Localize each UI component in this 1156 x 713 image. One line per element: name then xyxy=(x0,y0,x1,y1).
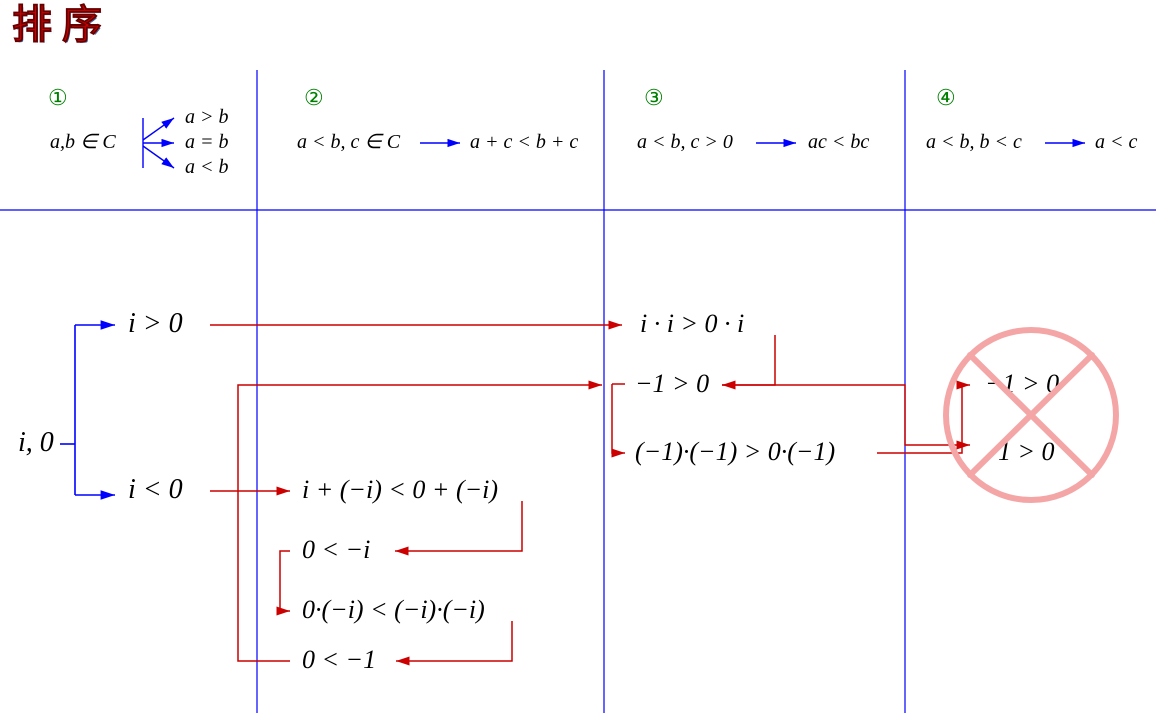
header-out-1-1: a = b xyxy=(185,131,229,153)
header-root-1: a,b ∈ C xyxy=(50,131,116,153)
circled-num-3: ③ xyxy=(644,85,664,110)
header-root-4: a < b, b < c xyxy=(926,131,1022,153)
node-zlt_mi: 0 < −i xyxy=(302,535,370,564)
red-path-5 xyxy=(877,385,970,453)
red-path-8 xyxy=(280,551,290,611)
node-igt0: i > 0 xyxy=(128,308,183,339)
header-root-3: a < b, c > 0 xyxy=(637,131,733,153)
page-title: 排 序 xyxy=(12,2,102,47)
header-arrow-1-2 xyxy=(143,146,174,168)
header-out-3-0: ac < bc xyxy=(808,131,869,153)
red-path-1 xyxy=(722,335,775,385)
red-path-9 xyxy=(396,621,512,661)
header-out-1-2: a < b xyxy=(185,156,229,178)
header-out-2-0: a + c < b + c xyxy=(470,131,578,153)
red-path-3 xyxy=(612,384,625,453)
header-out-1-0: a > b xyxy=(185,106,229,128)
red-path-7 xyxy=(395,501,522,551)
node-m1gt0: −1 > 0 xyxy=(635,369,709,398)
main-root: i, 0 xyxy=(18,427,54,458)
header-out-4-0: a < c xyxy=(1095,131,1137,153)
node-ii: i · i > 0 · i xyxy=(640,309,744,338)
node-mul_m1: (−1)·(−1) > 0·(−1) xyxy=(635,437,835,466)
red-path-2 xyxy=(722,385,970,445)
circled-num-4: ④ xyxy=(936,85,956,110)
circled-num-1: ① xyxy=(48,85,68,110)
node-mul_mi: 0·(−i) < (−i)·(−i) xyxy=(302,595,485,624)
node-add_mi: i + (−i) < 0 + (−i) xyxy=(302,475,498,504)
header-arrow-1-0 xyxy=(143,118,174,140)
node-zlt_m1: 0 < −1 xyxy=(302,645,376,674)
circled-num-2: ② xyxy=(304,85,324,110)
node-ilt0: i < 0 xyxy=(128,474,183,505)
header-root-2: a < b, c ∈ C xyxy=(297,131,401,153)
